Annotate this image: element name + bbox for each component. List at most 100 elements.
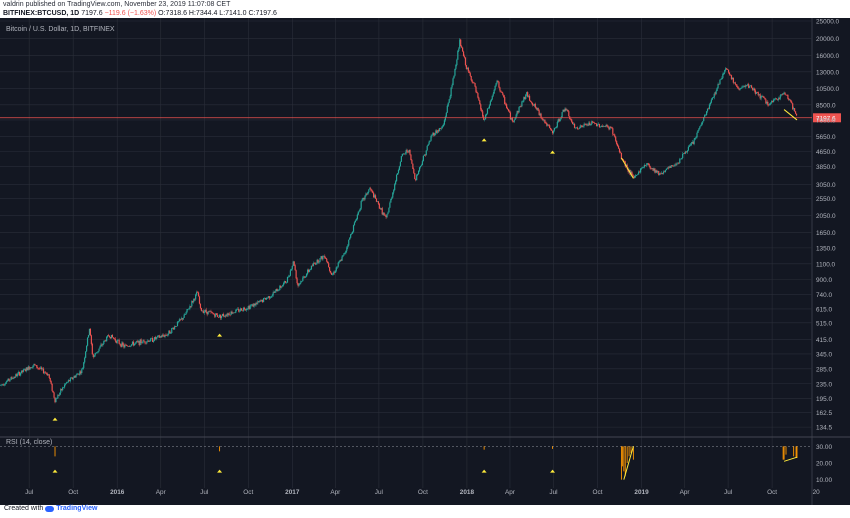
candle-body	[311, 265, 313, 267]
candle-body	[449, 96, 451, 100]
candle-body	[550, 129, 553, 131]
candle-body	[222, 314, 225, 317]
candle-body	[232, 312, 234, 314]
candle-body	[662, 171, 665, 174]
candle-body	[57, 394, 59, 399]
candle-body	[405, 150, 407, 154]
candle-body	[522, 101, 524, 103]
candle-body	[772, 99, 775, 103]
candle-body	[169, 330, 171, 334]
candle-body	[468, 71, 470, 74]
candle-body	[476, 91, 478, 94]
candle-body	[609, 126, 611, 130]
candle-body	[152, 337, 154, 342]
candle-body	[121, 342, 123, 347]
candle-body	[145, 342, 147, 344]
candle-body	[143, 340, 145, 342]
candle-body	[6, 380, 8, 382]
price-tick-label: 8500.0	[816, 102, 836, 109]
candle-body	[29, 367, 31, 370]
candle-body	[781, 94, 783, 96]
candle-body	[486, 108, 489, 114]
candle-body	[417, 170, 420, 175]
candle-body	[539, 113, 541, 115]
candle-body	[47, 374, 49, 376]
candle-body	[640, 167, 643, 169]
candle-body	[123, 344, 125, 348]
candle-body	[163, 335, 165, 337]
candle-body	[45, 372, 48, 374]
candle-body	[84, 357, 86, 363]
candle-body	[758, 94, 760, 96]
candle-body	[592, 121, 594, 123]
candle-body	[482, 111, 484, 117]
candle-body	[754, 90, 756, 94]
candle-body	[782, 93, 784, 95]
candle-body	[541, 117, 543, 119]
candle-body	[2, 384, 4, 386]
candle-body	[538, 110, 540, 115]
candle-body	[292, 261, 294, 266]
open-value: O:7318.6	[158, 10, 187, 17]
candle-body	[738, 88, 740, 90]
candle-body	[477, 93, 479, 98]
candle-body	[456, 59, 458, 66]
candle-body	[293, 261, 295, 266]
candle-body	[442, 124, 445, 127]
candle-body	[490, 99, 492, 102]
candle-body	[768, 104, 770, 106]
candle-body	[82, 367, 84, 370]
price-axis[interactable]: 134.5 162.5 195.0 235.0 285.0 345.0 415.0 515.0…	[816, 19, 840, 432]
candle-body	[740, 88, 742, 89]
candle-body	[454, 68, 456, 76]
candle-body	[733, 82, 735, 84]
candle-body	[436, 130, 438, 133]
time-axis[interactable]: Jul Oct 2016 Apr Jul Oct 2017 Apr Jul Oct 2018 Apr J…	[25, 489, 820, 496]
candle-body	[177, 321, 180, 323]
candle-body	[679, 158, 681, 164]
candle-body	[133, 343, 136, 346]
candle-body	[537, 108, 539, 111]
candle-body	[246, 308, 248, 310]
candle-body	[139, 339, 141, 346]
candle-body	[406, 150, 408, 152]
candle-body	[306, 273, 308, 277]
candle-body	[374, 195, 377, 199]
candle-body	[396, 173, 399, 175]
candle-body	[546, 122, 548, 126]
candle-body	[450, 87, 452, 97]
candle-body	[470, 75, 472, 81]
candle-body	[755, 92, 757, 94]
candle-body	[194, 298, 196, 300]
candle-body	[410, 154, 412, 161]
time-tick-label: 2019	[634, 489, 649, 496]
candle-body	[671, 165, 673, 166]
candle-body	[319, 258, 321, 262]
price-tick-label: 235.0	[816, 381, 832, 388]
chart-area[interactable]: Bitcoin / U.S. Dollar, 1D, BITFINEX RSI …	[0, 18, 850, 505]
candle-body	[732, 77, 734, 83]
candle-body	[122, 342, 124, 345]
candle-body	[417, 174, 419, 176]
candle-body	[43, 372, 46, 374]
rsi-axis[interactable]: 10.00 20.00 30.00	[816, 444, 832, 484]
candle-body	[608, 127, 610, 130]
rsi-tick-label: 20.00	[816, 461, 832, 468]
candle-body	[343, 253, 345, 256]
candle-body	[483, 116, 485, 120]
candle-body	[761, 96, 763, 97]
divergence-marker	[52, 417, 58, 421]
candle-body	[435, 130, 437, 135]
price-tick-label: 1350.0	[816, 245, 836, 252]
candle-body	[152, 340, 155, 342]
candle-body	[489, 101, 491, 106]
candle-body	[706, 108, 709, 112]
time-tick-label: 2018	[460, 489, 475, 496]
tradingview-logo-text[interactable]: TradingView	[56, 505, 98, 512]
candle-body	[479, 100, 481, 105]
candle-body	[795, 113, 798, 116]
time-tick-label: Apr	[505, 489, 516, 496]
candle-body	[234, 312, 236, 314]
candle-body	[161, 334, 163, 338]
candle-body	[779, 95, 781, 99]
